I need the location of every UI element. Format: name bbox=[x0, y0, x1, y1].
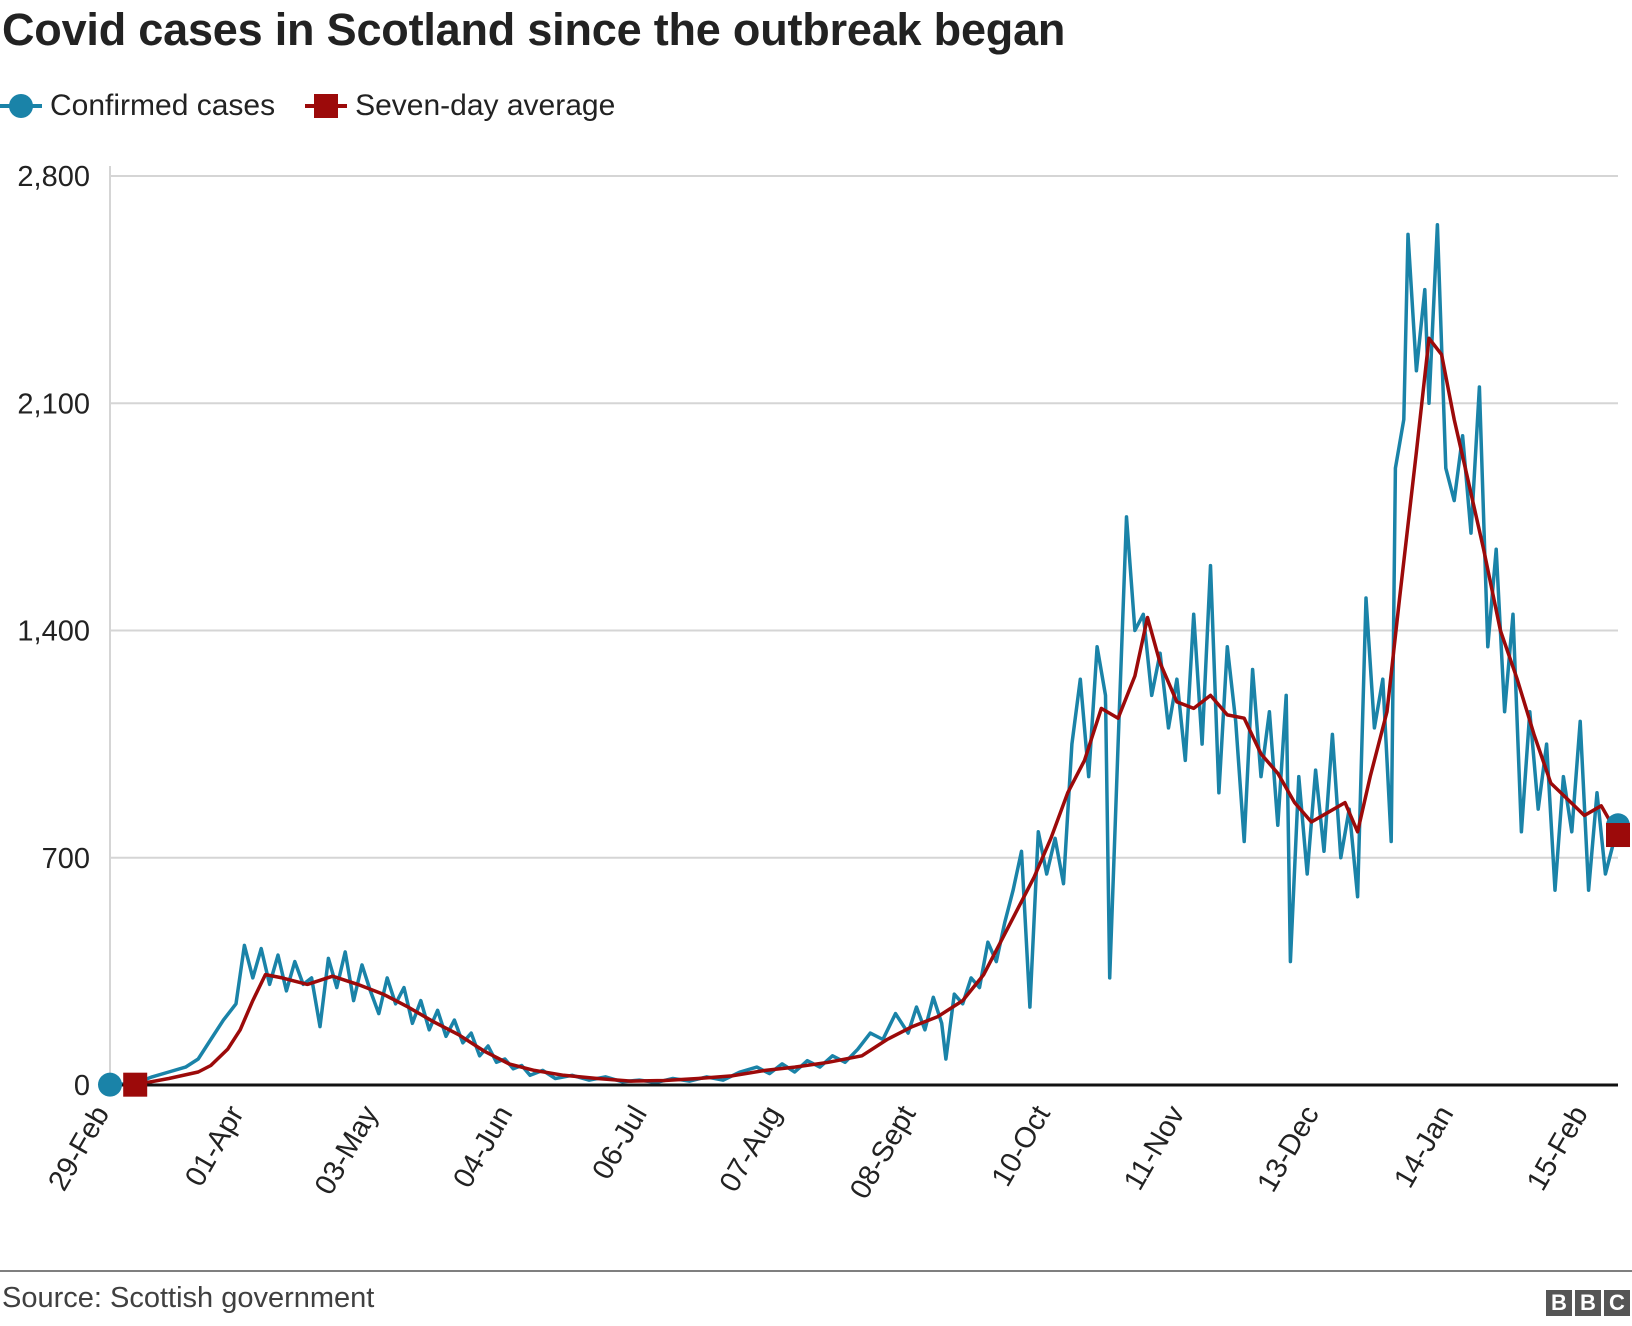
bbc-logo-letter: B bbox=[1575, 1290, 1601, 1316]
start-marker-confirmed bbox=[98, 1072, 122, 1097]
start-marker-average bbox=[123, 1072, 148, 1097]
x-tick-label: 11-Nov bbox=[1118, 1100, 1192, 1196]
x-tick-label: 04-Jun bbox=[447, 1101, 519, 1194]
legend-item-confirmed: Confirmed cases bbox=[0, 89, 275, 123]
x-tick-label: 10-Oct bbox=[986, 1100, 1057, 1191]
y-tick-label: 700 bbox=[42, 843, 90, 875]
y-tick-label: 2,100 bbox=[17, 388, 90, 420]
x-tick-label: 15-Feb bbox=[1521, 1101, 1595, 1197]
legend-label-average: Seven-day average bbox=[355, 89, 616, 122]
legend-circle-marker-icon bbox=[0, 94, 42, 118]
series-line-average bbox=[133, 336, 1620, 1087]
source-note: Source: Scottish government bbox=[2, 1282, 375, 1314]
chart-title: Covid cases in Scotland since the outbre… bbox=[2, 4, 1066, 55]
x-tick-label: 14-Jan bbox=[1388, 1101, 1460, 1194]
y-tick-label: 2,800 bbox=[17, 161, 90, 193]
footer-divider bbox=[0, 1270, 1632, 1272]
y-tick-label: 1,400 bbox=[17, 616, 90, 648]
x-tick-label: 08-Sept bbox=[844, 1100, 923, 1204]
x-tick-label: 03-May bbox=[309, 1100, 385, 1200]
chart-legend: Confirmed cases Seven-day average bbox=[0, 86, 645, 126]
x-tick-label: 01-Apr bbox=[179, 1100, 250, 1192]
x-tick-label: 13-Dec bbox=[1251, 1101, 1325, 1198]
x-tick-label: 07-Aug bbox=[714, 1101, 788, 1198]
end-marker-average bbox=[1606, 823, 1630, 848]
series-line-confirmed bbox=[108, 222, 1620, 1087]
bbc-logo-letter: B bbox=[1546, 1290, 1572, 1316]
bbc-logo: B B C bbox=[1543, 1290, 1630, 1316]
bbc-logo-letter: C bbox=[1604, 1290, 1630, 1316]
legend-item-average: Seven-day average bbox=[305, 89, 615, 123]
line-chart: 0 700 1,400 2,100 2,800 29-Feb 01-Apr 03-May 04-… bbox=[17, 161, 1630, 1204]
x-tick-label: 06-Jul bbox=[587, 1101, 654, 1185]
legend-square-marker-icon bbox=[305, 94, 348, 118]
x-tick-label: 29-Feb bbox=[42, 1101, 116, 1197]
legend-label-confirmed: Confirmed cases bbox=[50, 89, 276, 122]
y-tick-label: 0 bbox=[74, 1070, 90, 1102]
